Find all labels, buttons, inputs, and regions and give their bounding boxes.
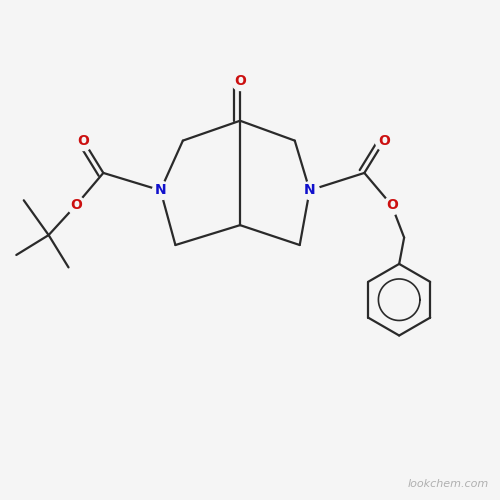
Text: O: O [386,198,398,212]
Text: O: O [70,198,82,212]
Text: O: O [78,134,90,147]
Text: N: N [154,184,166,198]
Text: O: O [378,134,390,147]
Text: lookchem.com: lookchem.com [408,478,488,488]
Text: O: O [234,74,246,88]
Text: N: N [304,184,316,198]
